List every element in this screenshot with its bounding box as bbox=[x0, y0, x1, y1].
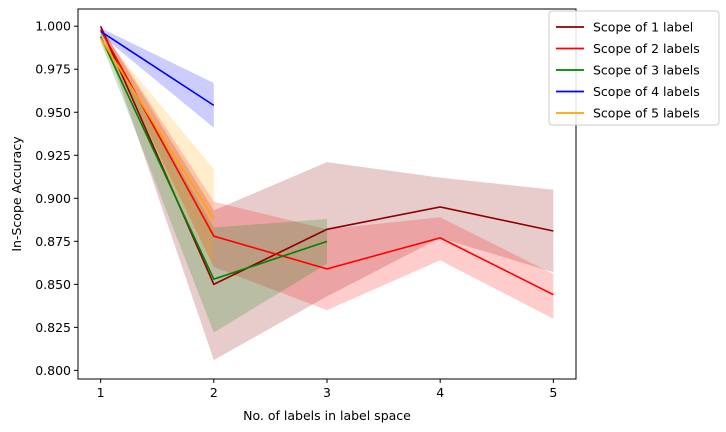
x-tick-label: 1 bbox=[97, 385, 105, 400]
band-scope-of-1-label bbox=[100, 26, 554, 361]
y-axis-label: In-Scope Accuracy bbox=[9, 136, 24, 252]
y-axis-ticks: 0.800 0.825 0.850 0.875 0.900 0.925 0.950 0.975… bbox=[35, 19, 78, 378]
y-tick-label: 0.925 bbox=[35, 148, 71, 163]
y-tick-label: 0.825 bbox=[35, 320, 71, 335]
line-scope-of-5-labels bbox=[99, 37, 215, 220]
y-tick-label: 0.800 bbox=[35, 363, 71, 378]
y-tick-label: 1.000 bbox=[35, 19, 71, 34]
band-scope-of-2-labels bbox=[100, 26, 554, 319]
y-tick-label: 0.850 bbox=[35, 277, 71, 292]
legend-label-scope-of-3-labels: Scope of 3 labels bbox=[593, 63, 700, 78]
band-scope-of-4-labels bbox=[100, 27, 214, 128]
x-axis-ticks: 1 2 3 4 5 bbox=[97, 379, 557, 400]
legend-label-scope-of-5-labels: Scope of 5 labels bbox=[593, 106, 700, 121]
y-tick-label: 0.875 bbox=[35, 234, 71, 249]
x-tick-label: 4 bbox=[436, 385, 444, 400]
y-tick-label: 0.950 bbox=[35, 105, 71, 120]
x-tick-label: 2 bbox=[210, 385, 218, 400]
y-tick-label: 0.975 bbox=[35, 62, 71, 77]
line-scope-of-4-labels bbox=[100, 30, 215, 107]
x-tick-label: 5 bbox=[549, 385, 557, 400]
legend: Scope of 1 label Scope of 2 labels Scope o… bbox=[548, 10, 720, 126]
y-tick-label: 0.900 bbox=[35, 191, 71, 206]
legend-box bbox=[548, 10, 720, 126]
x-axis-label: No. of labels in label space bbox=[243, 408, 411, 423]
series-lines bbox=[99, 25, 554, 296]
legend-label-scope-of-4-labels: Scope of 4 labels bbox=[593, 84, 700, 99]
line-scope-of-2-labels bbox=[99, 29, 554, 296]
legend-label-scope-of-1-label: Scope of 1 label bbox=[593, 20, 693, 35]
line-scope-of-3-labels bbox=[99, 36, 328, 281]
legend-label-scope-of-2-labels: Scope of 2 labels bbox=[593, 41, 700, 56]
x-tick-label: 3 bbox=[323, 385, 331, 400]
